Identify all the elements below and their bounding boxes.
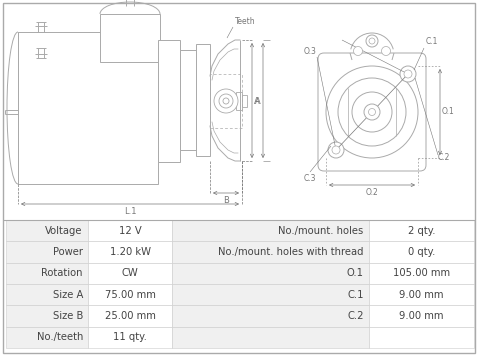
Bar [369,220,474,241]
Bar [158,40,180,162]
Text: 105.00 mm: 105.00 mm [393,268,450,278]
Text: 11 qty.: 11 qty. [113,333,147,342]
Text: 75.00 mm: 75.00 mm [105,290,156,300]
Bar [18,32,158,184]
Circle shape [369,109,375,115]
Bar [236,92,242,110]
Bar [172,327,369,348]
Bar [369,241,474,263]
Text: Rotation: Rotation [41,268,83,278]
Bar [6,220,88,241]
Text: Teeth: Teeth [235,17,256,26]
Bar [172,220,369,241]
Bar [172,305,369,327]
Bar [3,3,475,220]
Text: C.1: C.1 [426,37,438,46]
Bar [180,50,196,150]
Bar [172,263,369,284]
Circle shape [219,94,233,108]
Text: CW: CW [121,268,138,278]
Text: 2 qty.: 2 qty. [408,226,435,236]
Circle shape [404,70,412,78]
Bar [88,327,172,348]
Text: A: A [254,96,260,105]
Text: 9.00 mm: 9.00 mm [399,311,444,321]
Text: O.2: O.2 [366,188,378,197]
Bar [196,44,210,156]
Text: No./teeth: No./teeth [36,333,83,342]
Bar [88,305,172,327]
Bar [6,241,88,263]
Bar [369,263,474,284]
Circle shape [223,98,229,104]
Text: Size A: Size A [52,290,83,300]
Bar [88,284,172,305]
Circle shape [338,78,406,146]
Text: 0 qty.: 0 qty. [408,247,435,257]
Bar [172,284,369,305]
Bar [6,305,88,327]
Bar [369,284,474,305]
Bar [100,14,160,62]
Bar [88,220,172,241]
Circle shape [332,146,340,154]
Bar [88,263,172,284]
Text: A: A [255,96,261,105]
Bar [88,241,172,263]
Circle shape [214,89,238,113]
Text: Size B: Size B [52,311,83,321]
Text: O.1: O.1 [347,268,364,278]
Text: B: B [223,196,229,205]
Text: C.2: C.2 [347,311,364,321]
Text: No./mount. holes with thread: No./mount. holes with thread [218,247,364,257]
Text: 25.00 mm: 25.00 mm [105,311,156,321]
Circle shape [326,66,418,158]
Bar [369,327,474,348]
Circle shape [382,47,391,56]
Text: C.2: C.2 [438,152,450,162]
Text: L.1: L.1 [124,207,136,216]
Text: O.1: O.1 [442,108,455,116]
Bar [6,327,88,348]
Bar [369,305,474,327]
Text: C.3: C.3 [304,174,316,183]
Text: 12 V: 12 V [119,226,142,236]
Bar [172,241,369,263]
Text: C.1: C.1 [347,290,364,300]
Bar [210,74,242,128]
Circle shape [328,142,344,158]
Bar [242,95,247,107]
Text: No./mount. holes: No./mount. holes [278,226,364,236]
Circle shape [369,38,375,44]
Text: 1.20 kW: 1.20 kW [109,247,151,257]
FancyBboxPatch shape [318,53,426,171]
Bar [6,263,88,284]
Text: Voltage: Voltage [46,226,83,236]
Circle shape [353,47,362,56]
Text: 9.00 mm: 9.00 mm [399,290,444,300]
Text: O.3: O.3 [303,47,316,57]
Text: Power: Power [53,247,83,257]
Circle shape [400,66,416,82]
Circle shape [366,35,378,47]
Circle shape [364,104,380,120]
Bar [6,284,88,305]
Circle shape [352,92,392,132]
